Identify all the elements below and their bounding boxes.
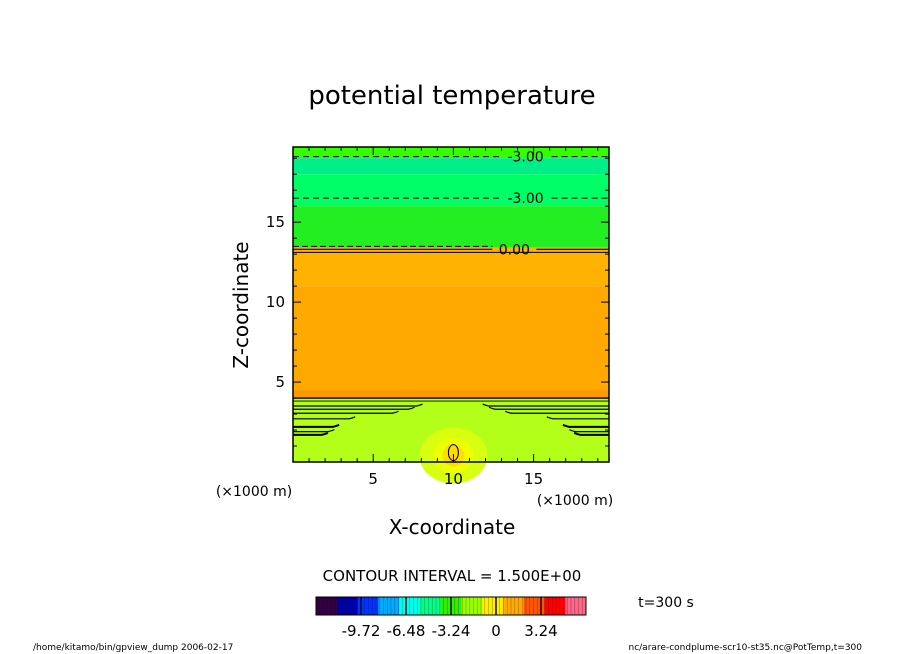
colorbar-tick-label: -9.72 [342, 622, 381, 640]
time-label: t=300 s [638, 595, 694, 611]
z-tick-label: 10 [266, 293, 285, 311]
layer-band-2 [293, 174, 609, 207]
x-unit-label: (×1000 m) [537, 493, 613, 509]
colorbar [315, 596, 587, 616]
contour-lines: -3.00 -3.00 0.00 [293, 150, 609, 436]
layer-band-4 [293, 247, 609, 287]
contour-right-0 [482, 403, 609, 407]
contour-left-6 [293, 431, 329, 436]
shaded-layers [293, 147, 609, 462]
colorbar-swatch-4 [399, 597, 421, 615]
colorbar-swatch-8 [482, 597, 504, 615]
contour-right-5 [569, 429, 609, 433]
contour-label-1: -3.00 [507, 191, 543, 207]
contour-right-3 [546, 416, 609, 420]
z-unit-label: (×1000 m) [216, 484, 292, 500]
contour-left-5 [293, 429, 335, 433]
layer-band-0 [293, 147, 609, 159]
x-tick-label: 10 [444, 470, 463, 488]
contour-left-4 [293, 423, 340, 428]
colorbar-tick-label: -6.48 [387, 622, 426, 640]
colorbar-swatch-7 [461, 597, 483, 615]
z-axis-title: Z-coordinate [229, 241, 253, 368]
contour-label-0: -3.00 [507, 150, 543, 166]
layer-band-3 [293, 206, 609, 248]
footer-left: /home/kitamo/bin/gpview_dump 2006-02-17 [33, 643, 233, 653]
contour-right-1 [488, 406, 609, 410]
colorbar-swatch-11 [544, 597, 566, 615]
colorbar-swatch-3 [378, 597, 400, 615]
contour-left-1 [293, 406, 415, 410]
contour-interval-text: CONTOUR INTERVAL = 1.500E+00 [323, 567, 582, 585]
layer-band-1 [293, 158, 609, 175]
x-tick-label: 5 [368, 470, 378, 488]
plot-frame [292, 146, 610, 463]
colorbar-tick-label: -3.24 [432, 622, 471, 640]
contour-label-2: 0.00 [499, 242, 530, 258]
contour-right-2 [504, 410, 609, 414]
layer-band-6 [293, 390, 609, 399]
contour-left-2 [293, 410, 399, 414]
colorbar-swatch-0 [316, 597, 338, 615]
layer-band-5 [293, 286, 609, 391]
colorbar-swatch-12 [565, 597, 587, 615]
colorbar-swatch-9 [502, 597, 525, 615]
colorbar-swatch-2 [357, 597, 379, 615]
colorbar-swatch-10 [523, 597, 545, 615]
colorbar-swatch-1 [336, 597, 359, 615]
colorbar-swatch-5 [419, 597, 442, 615]
colorbar-tick-label: 3.24 [524, 622, 557, 640]
z-tick-label: 15 [266, 213, 285, 231]
footer-right: nc/arare-condplume-scr10-st35.nc@PotTemp… [629, 643, 863, 653]
axis-ticks: 5 10 15 5 10 15 [266, 147, 609, 488]
contour-right-4 [562, 423, 609, 428]
x-axis-title: X-coordinate [389, 515, 516, 539]
z-tick-label: 5 [275, 373, 285, 391]
colorbar-labels: -9.72 -6.48 -3.24 0 3.24 [342, 622, 558, 640]
colorbar-tick-label: 0 [491, 622, 501, 640]
plot-area: -3.00 -3.00 0.00 5 10 15 5 10 15 [266, 146, 610, 488]
x-tick-label: 15 [524, 470, 543, 488]
contour-left-3 [293, 416, 356, 420]
contour-right-6 [573, 431, 609, 436]
chart-title: potential temperature [308, 81, 595, 111]
contour-left-0 [293, 403, 423, 407]
